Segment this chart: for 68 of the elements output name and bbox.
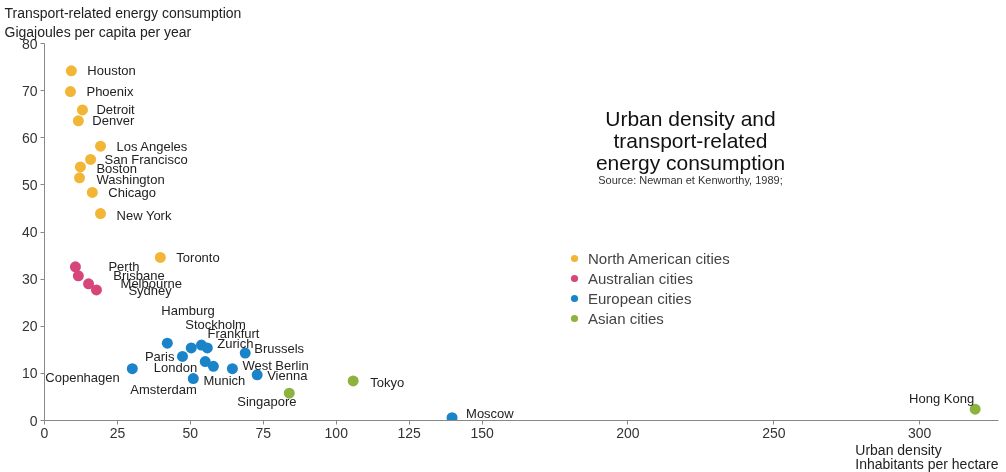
- y-tick-label: 60: [21, 129, 38, 146]
- legend-label: North American cities: [588, 249, 730, 267]
- x-tick-label: 125: [397, 424, 422, 441]
- annotation: Brussels: [254, 340, 305, 356]
- annotation: Amsterdam: [130, 382, 197, 398]
- y-tick-label: 30: [21, 271, 38, 288]
- y-tick-label: 50: [21, 176, 38, 193]
- annotation: Phoenix: [86, 84, 134, 100]
- point: [64, 86, 76, 98]
- point: [176, 350, 188, 362]
- y-tick-label: 20: [21, 318, 38, 335]
- annotation: Houston: [87, 63, 136, 79]
- point: [187, 373, 199, 385]
- annotation: Hong Kong: [909, 390, 975, 406]
- annotation: Toronto: [176, 249, 220, 265]
- annotation: Copenhagen: [45, 370, 120, 386]
- point: [65, 65, 77, 77]
- point: [95, 140, 107, 152]
- point: [154, 251, 166, 263]
- x-tick-label: 0: [40, 424, 49, 441]
- point: [185, 342, 197, 354]
- y-tick-label: 40: [21, 224, 38, 240]
- point: [85, 153, 97, 165]
- point: [90, 284, 102, 296]
- point: [446, 412, 458, 421]
- x-tick-label: 250: [762, 424, 786, 441]
- annotation: Source: Newman et Kenworthy, 1989;: [598, 173, 783, 186]
- legend-label: European cities: [588, 289, 692, 307]
- x-tick-label: 100: [324, 424, 349, 441]
- annotation: Munich: [203, 372, 246, 388]
- point: [226, 363, 238, 375]
- point: [95, 208, 107, 220]
- point: [199, 356, 211, 368]
- y-tick-label: 10: [21, 365, 38, 382]
- point: [239, 347, 251, 359]
- point: [76, 104, 88, 116]
- x-tick-label: 50: [182, 424, 199, 441]
- y-tick-label: 0: [29, 412, 38, 429]
- x-axis-title: Urban density Inhabitants per hectare: [855, 442, 999, 472]
- annotation: Moscow: [466, 406, 515, 422]
- text: Urban density and transport-related energy consumption: [595, 107, 786, 174]
- annotation: Tokyo: [370, 375, 405, 391]
- y-tick-label: 70: [21, 82, 38, 99]
- point: [347, 375, 359, 387]
- point: [126, 363, 138, 375]
- annotation: Singapore: [237, 393, 297, 409]
- point: [161, 337, 173, 349]
- annotation: Hamburg: [161, 302, 215, 318]
- point: [72, 270, 84, 282]
- annotation: Los Angeles: [116, 138, 188, 154]
- x-tick-label: 200: [616, 424, 640, 441]
- annotation: New York: [116, 208, 172, 224]
- annotation: Washington: [96, 172, 165, 188]
- point: [201, 342, 213, 354]
- point: [74, 172, 86, 184]
- point: [86, 186, 98, 198]
- x-tick-label: 75: [255, 424, 272, 441]
- point: [83, 278, 95, 290]
- legend-label: Asian cities: [588, 309, 664, 327]
- point: [72, 115, 84, 127]
- legend-label: Australian cities: [588, 269, 694, 287]
- point: [207, 360, 219, 372]
- x-tick-label: 25: [109, 424, 126, 441]
- x-tick-label: 300: [908, 424, 932, 441]
- annotation: Denver: [92, 113, 135, 129]
- point: [69, 261, 81, 273]
- x-tick-label: 150: [470, 424, 495, 441]
- point: [74, 161, 86, 173]
